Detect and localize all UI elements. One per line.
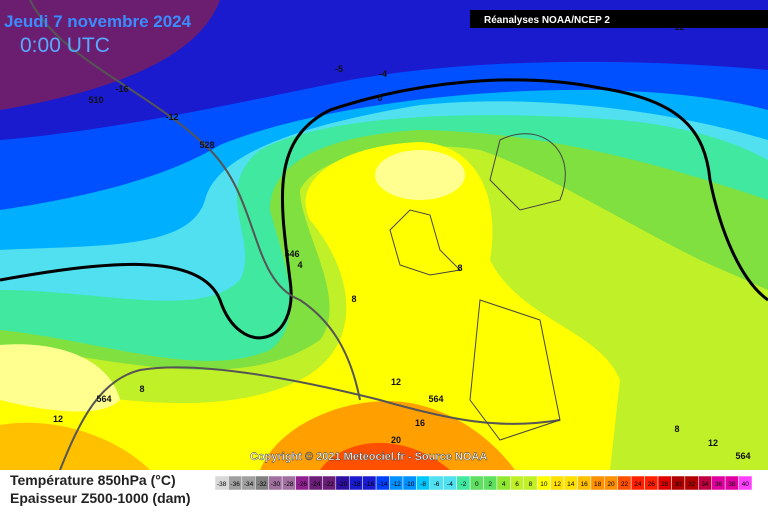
purple-zone	[0, 0, 220, 110]
colorbar-label: -6	[434, 481, 440, 488]
contour-label: 510	[88, 95, 103, 105]
contour-label: -12	[165, 112, 178, 122]
contour-label: 12	[53, 414, 63, 424]
colorbar-label: 4	[502, 481, 506, 488]
time: 0:00 UTC	[20, 34, 110, 57]
colorbar-label: 32	[688, 481, 696, 488]
contour-label: 528	[199, 140, 214, 150]
colorbar-swatch	[738, 475, 753, 491]
colorbar-label: -34	[244, 481, 254, 488]
contour-label: -5	[335, 64, 343, 74]
colorbar-label: -26	[298, 481, 308, 488]
pale-yellow-zone	[0, 344, 120, 412]
colorbar-label: -22	[324, 481, 334, 488]
date: Jeudi 7 novembre 2024	[4, 12, 192, 31]
pale-yellow-zone	[375, 150, 465, 200]
colorbar-label: 8	[529, 481, 533, 488]
colorbar-label: 22	[621, 481, 629, 488]
contour-label: 564	[96, 394, 111, 404]
legend-title: Température 850hPa (°C)	[10, 472, 176, 488]
colorbar-label: 16	[581, 481, 589, 488]
thickness-line	[29, 0, 361, 401]
colorbar-label: -28	[284, 481, 294, 488]
colorbar-label: 26	[648, 481, 656, 488]
colorbar-label: 10	[540, 481, 548, 488]
colorbar-label: -2	[460, 481, 466, 488]
contour-label: 8	[139, 384, 144, 394]
contour-label: 12	[391, 377, 401, 387]
colorbar-label: 34	[701, 481, 709, 488]
contour-label: 8	[457, 263, 462, 273]
contour-label: 564	[735, 451, 750, 461]
yellow-zone	[0, 142, 620, 470]
colorbar-label: -10	[405, 481, 415, 488]
colorbar-label: -20	[338, 481, 348, 488]
contour-label: 4	[297, 260, 302, 270]
colorbar-label: -32	[257, 481, 267, 488]
colorbar-label: 18	[594, 481, 602, 488]
colorbar-label: 14	[567, 481, 575, 488]
colorbar-label: -36	[230, 481, 240, 488]
contour-label: -4	[379, 69, 387, 79]
thickness-line	[59, 366, 561, 471]
contour-label: 564	[428, 394, 443, 404]
orange-zone	[0, 422, 150, 470]
red-zone	[320, 442, 450, 470]
colorbar-label: 30	[675, 481, 683, 488]
colorbar-label: 24	[634, 481, 642, 488]
colorbar-label: -12	[392, 481, 402, 488]
contour-label: 546	[284, 249, 299, 259]
colorbar-label: -30	[271, 481, 281, 488]
colorbar-label: -8	[420, 481, 426, 488]
colorbar-label: -38	[217, 481, 227, 488]
contour-label: 16	[415, 418, 425, 428]
colorbar-label: 2	[488, 481, 492, 488]
contour-label: 0	[377, 93, 382, 103]
contour-label: 8	[351, 294, 356, 304]
colorbar-label: -16	[365, 481, 375, 488]
colorbar-label: 40	[742, 481, 750, 488]
colorbar-label: -14	[378, 481, 388, 488]
freezing-isotherm	[0, 78, 768, 340]
legend-title: Epaisseur Z500-1000 (dam)	[10, 490, 191, 506]
colorbar-label: -18	[351, 481, 361, 488]
contour-label: 8	[674, 424, 679, 434]
contour-label: 20	[391, 435, 401, 445]
source-box	[470, 10, 768, 28]
colorbar-label: 36	[715, 481, 723, 488]
colorbar-label: 28	[661, 481, 669, 488]
colorbar-label: -4	[447, 481, 453, 488]
source-text: Réanalyses NOAA/NCEP 2	[484, 15, 610, 26]
colorbar-label: -24	[311, 481, 321, 488]
copyright: Copyright © 2021 Meteociel.fr - Source N…	[250, 451, 487, 463]
contour-label: -16	[115, 84, 128, 94]
contour-label: 12	[708, 438, 718, 448]
colorbar-label: 12	[554, 481, 562, 488]
colorbar-label: 6	[515, 481, 519, 488]
colorbar-label: 20	[607, 481, 615, 488]
coastline	[389, 133, 566, 441]
colorbar-label: 38	[728, 481, 736, 488]
colorbar-label: 0	[475, 481, 479, 488]
